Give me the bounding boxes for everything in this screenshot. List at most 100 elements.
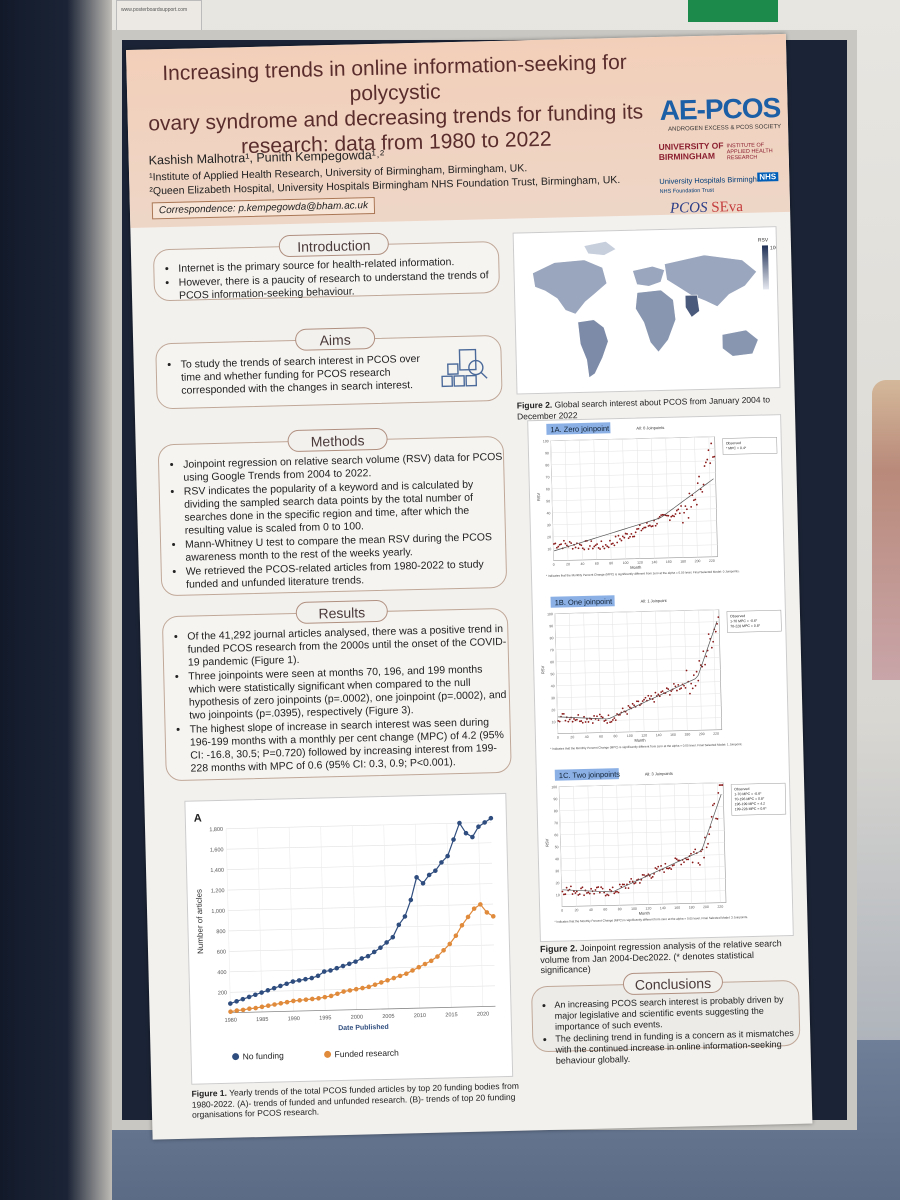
fig1-data-point-1	[447, 941, 453, 947]
joinpoint-observed-point	[717, 792, 720, 794]
joinpoint-observed-point	[712, 640, 715, 643]
joinpoint-observed-point	[600, 886, 603, 889]
fig1-gridline-y	[228, 903, 493, 911]
fig1-data-point-1	[391, 975, 397, 981]
joinpoint-observed-point	[680, 687, 683, 690]
joinpoint-footnote-2: * Indicates that the Monthly Percent Cha…	[554, 915, 748, 924]
fig1-xtick-label: 2020	[477, 1011, 489, 1017]
joinpoint-observed-point	[553, 543, 555, 545]
joinpoint-observed-point	[699, 488, 702, 491]
fig1-data-point-0	[371, 949, 377, 955]
joinpoint-legend-entry: 70-228 MPC = 0.8*	[730, 624, 761, 629]
joinpoint-observed-point	[643, 874, 645, 876]
fig1-data-point-1	[297, 998, 302, 1003]
poster-title: Increasing trends in online information-…	[144, 49, 646, 161]
joinpoint-observed-point	[555, 546, 558, 549]
joinpoint-observed-point	[665, 687, 668, 690]
joinpoint-observed-point	[599, 548, 601, 550]
joinpoint-xtick-label: 80	[613, 734, 617, 738]
joinpoint-observed-point	[627, 887, 630, 890]
joinpoint-observed-point	[710, 442, 713, 445]
pcos-logo-text: PCOS	[669, 199, 712, 217]
joinpoint-observed-point	[604, 894, 607, 897]
joinpoint-observed-point	[629, 535, 631, 538]
joinpoint-observed-point	[667, 867, 670, 870]
icon-magnifier-handle	[480, 371, 488, 379]
joinpoint-xlabel-1: Month	[634, 738, 645, 743]
joinpoint-panels: 1A. Zero joinpoint All: 0 Joinpoints 0 20 40…	[527, 414, 794, 943]
map-australia	[721, 329, 759, 357]
joinpoint-panel-chip-1	[550, 595, 615, 608]
joinpoint-observed-point	[568, 541, 571, 543]
fig1-xtick-label: 2000	[351, 1014, 363, 1020]
joinpoint-xtick-label: 60	[599, 735, 603, 739]
fig1-gridline-y	[229, 944, 494, 952]
joinpoint-observed-point	[590, 540, 593, 543]
fig1-data-point-0	[365, 953, 371, 959]
joinpoint-observed-point	[650, 695, 653, 697]
joinpoint-gridline-y	[555, 621, 720, 626]
joinpoint-legend-box-2	[730, 782, 787, 816]
joinpoint-observed-point	[633, 535, 636, 538]
joinpoint-observed-point	[660, 691, 663, 694]
joinpoint-observed-point	[657, 693, 660, 696]
joinpoint-xtick-label: 120	[641, 733, 647, 737]
joinpoint-xtick-label: 200	[699, 732, 705, 736]
joinpoint-gridline-y	[560, 830, 725, 835]
fig1-data-point-0	[470, 834, 475, 840]
aims-heading: Aims	[294, 327, 376, 351]
joinpoint-observed-point	[617, 534, 620, 537]
joinpoint-observed-point	[711, 804, 714, 807]
joinpoint-xtick-label: 80	[618, 907, 622, 911]
joinpoint-observed-point	[667, 514, 670, 517]
joinpoint-xtick-label: 20	[570, 735, 574, 739]
title-line-2: ovary syndrome and decreasing trends for…	[148, 100, 644, 136]
joinpoint-ytick-label: 40	[546, 511, 550, 515]
joinpoint-observed-point	[623, 883, 626, 886]
figure-2-map-caption-bold: Figure 2.	[516, 399, 553, 411]
joinpoint-observed-point	[713, 802, 716, 805]
joinpoint-panel-chip-2	[554, 768, 619, 781]
fig1-data-point-1	[416, 964, 422, 970]
joinpoint-observed-point	[627, 537, 630, 540]
joinpoint-gridline-y	[560, 854, 725, 859]
joinpoint-ytick-label: 60	[550, 660, 554, 664]
fig1-data-point-0	[390, 934, 396, 940]
fig1-data-point-0	[278, 983, 283, 989]
joinpoint-ytick-label: 60	[546, 487, 550, 491]
results-list: Of the 41,292 journal articles analysed,…	[174, 623, 512, 777]
joinpoint-observed-point	[644, 696, 647, 699]
joinpoint-observed-point	[558, 720, 561, 723]
joinpoint-observed-point	[690, 506, 693, 508]
fig1-data-point-0	[228, 1001, 233, 1006]
joinpoint-xtick-label: 0	[561, 909, 563, 913]
fig1-legend-marker-0	[232, 1053, 240, 1061]
fig1-gridline-x	[257, 828, 263, 1012]
joinpoint-observed-point	[631, 880, 634, 883]
joinpoint-observed-point	[563, 893, 565, 896]
joinpoint-observed-point	[570, 885, 572, 888]
joinpoint-xtick-label: 100	[631, 907, 637, 911]
joinpoint-observed-point	[604, 719, 607, 722]
fig1-data-point-1	[378, 980, 384, 985]
figure-1-caption-text: Yearly trends of the total PCOS funded a…	[191, 1080, 519, 1120]
joinpoint-observed-point	[602, 545, 604, 548]
joinpoint-observed-point	[596, 543, 598, 546]
joinpoint-observed-point	[710, 646, 713, 649]
joinpoint-observed-point	[673, 515, 676, 518]
joinpoint-observed-point	[721, 784, 724, 786]
joinpoint-footnote-1: * Indicates that the Monthly Percent Cha…	[550, 742, 742, 751]
joinpoint-observed-point	[684, 687, 687, 689]
figure-1-panel-label: A	[194, 812, 202, 824]
conclusions-heading: Conclusions	[622, 970, 724, 996]
joinpoint-ytick-label: 10	[547, 547, 551, 551]
fig1-ytick-label: 1,200	[211, 888, 225, 894]
joinpoint-observed-point	[631, 535, 634, 538]
fig1-data-point-0	[439, 860, 444, 865]
joinpoint-subtitle-2: All: 3 Joinpoints	[645, 771, 673, 777]
joinpoint-gridline-y	[550, 436, 715, 441]
icon-box-2	[453, 375, 466, 387]
joinpoint-observed-point	[600, 715, 603, 718]
joinpoint-observed-point	[613, 717, 616, 720]
joinpoint-legend-box-1	[726, 609, 782, 633]
